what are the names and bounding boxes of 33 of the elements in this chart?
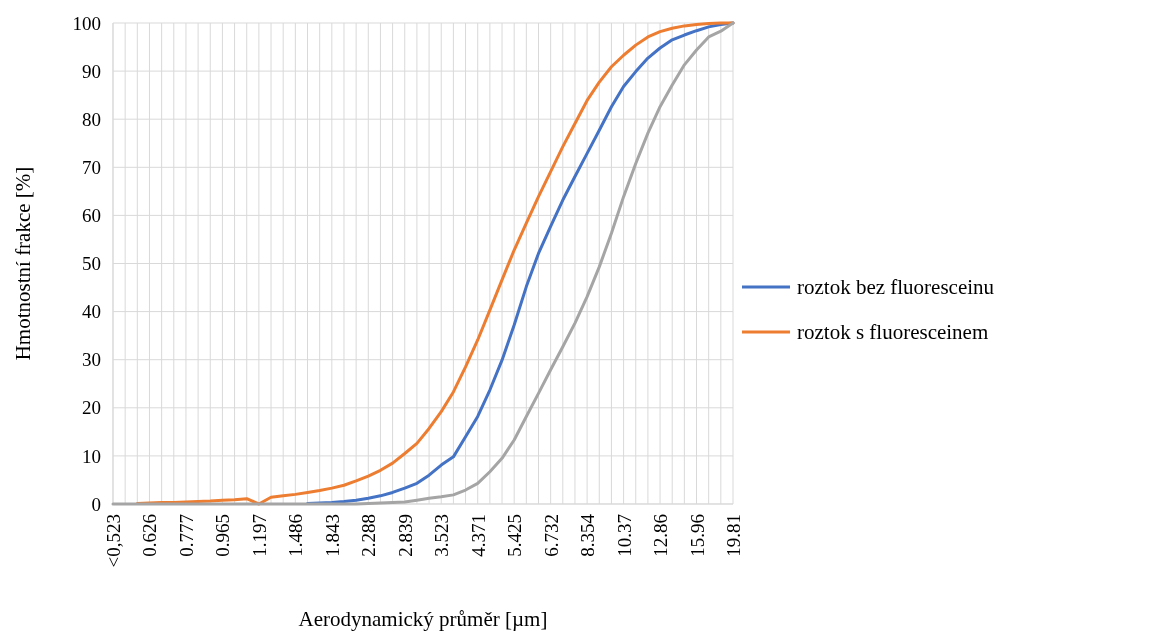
y-tick-label: 60 (82, 205, 101, 227)
x-tick-label: 4.371 (467, 514, 489, 557)
x-tick-label: 8.354 (577, 513, 599, 557)
x-tick-label: <0,523 (103, 514, 124, 568)
y-tick-label: 0 (91, 493, 101, 515)
x-tick-label: 2.288 (358, 514, 380, 557)
y-tick-label: 50 (82, 253, 101, 275)
y-axis-title: Hmotnostní frakce [%] (11, 166, 35, 361)
y-tick-label: 20 (82, 397, 101, 419)
y-tick-label: 40 (82, 301, 101, 323)
legend-label: roztok s fluoresceinem (797, 320, 989, 345)
x-tick-label: 15.96 (686, 514, 708, 557)
y-tick-label: 80 (82, 108, 101, 130)
x-tick-label: 0.965 (212, 514, 234, 557)
x-tick-label: 3.523 (431, 514, 453, 557)
x-axis-title: Aerodynamický průměr [µm] (298, 607, 548, 631)
x-tick-label: 0.626 (139, 514, 161, 557)
x-tick-label: 1.197 (248, 514, 270, 557)
legend-label: roztok bez fluoresceinu (797, 275, 995, 300)
x-tick-label: 1.843 (321, 514, 343, 557)
y-tick-label: 90 (82, 60, 101, 82)
x-tick-label: 10.37 (613, 514, 635, 557)
x-tick-label: 1.486 (285, 514, 307, 557)
y-tick-label: 30 (82, 349, 101, 371)
x-tick-label: 12.86 (650, 514, 672, 557)
x-tick-label: 0.777 (175, 514, 197, 557)
x-tick-label: 5.425 (504, 514, 526, 557)
x-tick-label: 19.81 (723, 514, 744, 557)
y-tick-label: 10 (82, 445, 101, 467)
x-tick-label: 6.732 (540, 514, 562, 557)
y-tick-label: 100 (72, 12, 101, 34)
y-tick-label: 70 (82, 156, 101, 178)
x-tick-label: 2.839 (394, 514, 416, 557)
